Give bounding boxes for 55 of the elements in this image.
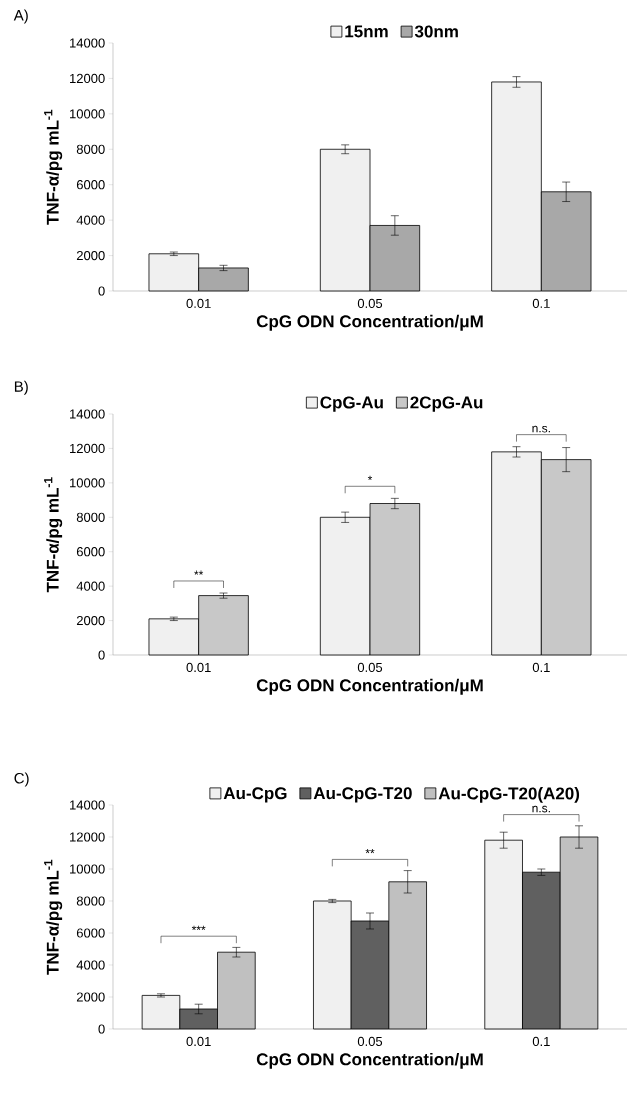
legend-label: CpG-Au [320,396,383,412]
x-tick-label: 0.01 [186,662,211,672]
annotation: ** [365,848,375,854]
y-tick-label: 12000 [70,73,105,84]
x-tick-label: 0.1 [532,662,550,672]
y-tick-label: 10000 [70,478,105,488]
y-tick-label: 8000 [76,896,105,906]
y-tick-label: 14000 [70,800,105,810]
y-tick-label: 10000 [70,109,105,119]
legend-label: 2CpG-Au [410,396,483,412]
chart-title: B) [14,380,28,395]
y-tick-label: 0 [98,286,105,296]
legend-label: Au-CpG-T20 [313,787,412,803]
y-axis-title: TNF-α/pg mL$^{-1}$ [44,109,63,225]
x-axis-title: CpG ODN Concentration/μM [256,314,483,331]
y-tick-label: 8000 [76,144,105,154]
chart-title: A) [13,9,28,24]
legend-label: Au-CpG [223,787,287,803]
y-tick-label: 2000 [76,992,105,1002]
chart-title: C) [14,772,29,787]
y-tick-label: 4000 [76,215,105,225]
x-tick-label: 0.05 [357,298,383,308]
y-tick-label: 6000 [76,547,105,557]
y-tick-label: 8000 [76,512,105,522]
y-axis-title: TNF-α/pg mL$^{-1}$ [44,859,63,975]
x-tick-label: 0.1 [532,1036,550,1046]
y-tick-label: 0 [98,650,105,660]
annotation: n.s. [532,425,550,433]
y-tick-label: 10000 [70,864,105,874]
y-tick-label: 14000 [70,38,105,48]
y-tick-label: 4000 [76,581,105,591]
y-tick-label: 0 [98,1024,105,1034]
y-tick-label: 2000 [76,615,105,626]
annotation: * [367,475,373,481]
annotation: n.s. [532,805,550,813]
y-tick-label: 6000 [76,928,105,938]
annotation: *** [191,925,206,930]
x-tick-label: 0.01 [186,298,211,308]
x-tick-label: 0.05 [357,662,383,672]
y-tick-label: 6000 [76,180,105,190]
y-tick-label: 2000 [76,250,105,261]
x-axis-title: CpG ODN Concentration/μM [256,1052,483,1069]
annotation: ** [194,570,204,575]
legend-label: Au-CpG-T20(A20) [438,786,580,803]
y-tick-label: 12000 [70,832,105,842]
x-tick-label: 0.01 [186,1036,211,1046]
y-tick-label: 12000 [70,443,105,454]
legend-label: 15nm [345,25,388,38]
x-axis-title: CpG ODN Concentration/μM [256,678,483,695]
legend-label: 30nm [414,25,458,38]
y-axis-title: TNF-α/pg mL$^{-1}$ [44,477,63,593]
y-tick-label: 4000 [76,960,105,970]
x-tick-label: 0.05 [357,1036,383,1046]
y-tick-label: 14000 [70,409,105,419]
x-tick-label: 0.1 [532,298,550,308]
